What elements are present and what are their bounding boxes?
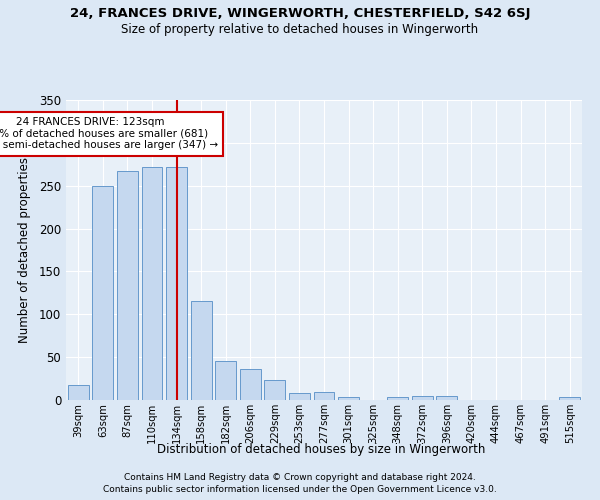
Bar: [387, 396, 408, 400]
Text: 24, FRANCES DRIVE, WINGERWORTH, CHESTERFIELD, S42 6SJ: 24, FRANCES DRIVE, WINGERWORTH, CHESTERF…: [70, 8, 530, 20]
Bar: [436, 396, 457, 400]
Bar: [289, 393, 310, 400]
Bar: [338, 398, 359, 400]
Text: Distribution of detached houses by size in Wingerworth: Distribution of detached houses by size …: [157, 442, 485, 456]
Bar: [559, 398, 580, 400]
Bar: [92, 186, 113, 400]
Bar: [68, 386, 89, 400]
Y-axis label: Number of detached properties: Number of detached properties: [17, 157, 31, 343]
Bar: [166, 167, 187, 400]
Bar: [265, 380, 286, 400]
Text: 24 FRANCES DRIVE: 123sqm
← 66% of detached houses are smaller (681)
34% of semi-: 24 FRANCES DRIVE: 123sqm ← 66% of detach…: [0, 117, 218, 150]
Bar: [240, 369, 261, 400]
Bar: [314, 392, 334, 400]
Bar: [191, 300, 212, 400]
Text: Size of property relative to detached houses in Wingerworth: Size of property relative to detached ho…: [121, 22, 479, 36]
Text: Contains public sector information licensed under the Open Government Licence v3: Contains public sector information licen…: [103, 485, 497, 494]
Bar: [142, 167, 163, 400]
Bar: [412, 396, 433, 400]
Text: Contains HM Land Registry data © Crown copyright and database right 2024.: Contains HM Land Registry data © Crown c…: [124, 472, 476, 482]
Bar: [117, 171, 138, 400]
Bar: [215, 362, 236, 400]
